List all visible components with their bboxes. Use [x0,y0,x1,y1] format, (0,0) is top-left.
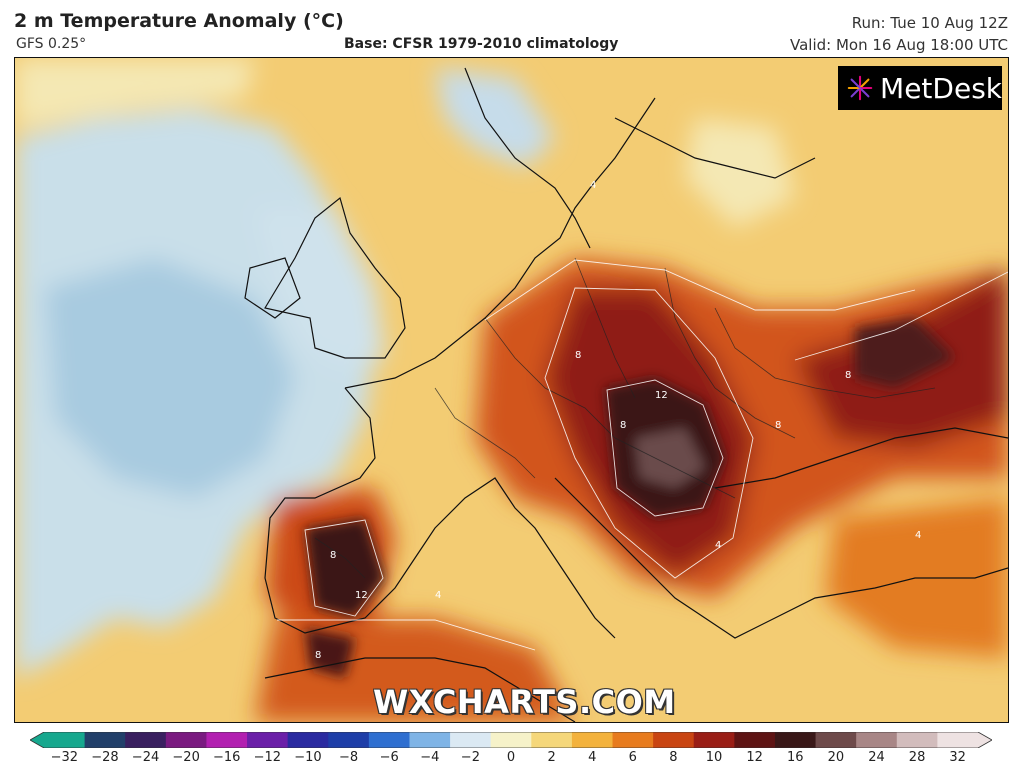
base-climatology-label: Base: CFSR 1979-2010 climatology [344,36,619,52]
colorbar-tick-label: 0 [506,750,516,765]
colorbar-segment [856,732,898,748]
iberia-hotspot [305,518,385,618]
contour-label: 4 [715,540,721,551]
colorbar-tick-label: 20 [827,750,845,765]
contour-label: 8 [775,420,781,431]
colorbar-tick-label: 32 [949,750,966,765]
valid-time-label: Valid: Mon 16 Aug 18:00 UTC [789,36,1008,54]
colorbar-segment [571,732,614,748]
colorbar-min-arrow [30,732,44,748]
contour-label: 8 [315,650,321,661]
colorbar-segment [287,732,329,748]
colorbar-segment [612,732,654,748]
colorbar-tick-label: −6 [379,750,399,765]
contour-label: 12 [655,390,668,401]
wxcharts-watermark: WXCHARTS.COM [373,683,676,721]
colorbar-segment [328,732,370,748]
colorbar-tick-label: −32 [50,750,79,765]
colorbar-segment [734,732,776,748]
colorbar-tick-label: 4 [588,750,597,765]
chart-title: 2 m Temperature Anomaly (°C) [14,10,344,32]
colorbar-segment [84,732,126,748]
map-canvas: 12 8 8 8 8 8 12 4 4 4 4 8 [15,58,1008,722]
contour-label: 4 [435,590,441,601]
colorbar-tick-label: −12 [253,750,282,765]
contour-label: 4 [915,530,921,541]
colorbar-segment [247,732,289,748]
colorbar-segment [409,732,451,748]
britain-cool-anomaly [255,208,385,368]
colorbar-segment [774,732,817,748]
contour-label-group: 12 8 8 8 8 8 12 4 4 4 4 8 [315,180,921,661]
contour-label: 8 [330,550,336,561]
contour-label: 4 [590,180,596,191]
metdesk-burst-icon [847,75,873,101]
colorbar-segment [531,732,573,748]
colorbar-max-arrow [978,732,992,748]
contour-lines [277,259,1008,651]
colorbar-ticks: −32 −28 −24 −20 −16 −12 −10 −8 −6 −4 −2 0 2 4 6 8 10 12 16… [0,750,1024,770]
colorbar-tick-label: −2 [460,750,480,765]
country-borders [314,257,936,579]
contour-label: 12 [355,590,368,601]
colorbar-tick-label: 2 [547,750,556,765]
anomaly-map[interactable]: 12 8 8 8 8 8 12 4 4 4 4 8 [14,57,1009,723]
colorbar-segment [693,732,735,748]
colorbar-segment [937,732,979,748]
colorbar-tick-label: −24 [131,750,160,765]
colorbar-tick-label: 24 [868,750,885,765]
colorbar-segment [653,732,695,748]
colorbar-segment [815,732,857,748]
contour-label: 8 [620,420,626,431]
colorbar-segment [896,732,938,748]
colorbar-tick-label: 6 [628,750,637,765]
colorbar-tick-label: 16 [786,750,804,765]
run-label: Run: Tue 10 Aug 12Z [851,14,1008,32]
coastlines [244,67,1008,722]
metdesk-logo-text: MetDesk [880,71,1002,105]
colorbar-tick-label: −8 [338,750,359,765]
colorbar [30,732,992,748]
contour-label: 8 [575,350,581,361]
colorbar-tick-label: 8 [669,750,678,765]
contour-label: 8 [845,370,851,381]
colorbar-segment [125,732,167,748]
model-label: GFS 0.25° [16,36,87,52]
colorbar-segment [490,732,532,748]
colorbar-tick-label: 28 [908,750,926,765]
colorbar-tick-label: 12 [746,750,763,765]
colorbar-tick-label: 10 [705,750,723,765]
colorbar-segment [165,732,207,748]
colorbar-tick-label: −16 [213,750,241,765]
metdesk-logo: MetDesk [838,66,1002,110]
colorbar-segment [450,732,492,748]
colorbar-tick-label: −10 [294,750,322,765]
colorbar-segment [368,732,410,748]
colorbar-tick-label: −20 [172,750,200,765]
colorbar-tick-label: −28 [91,750,119,765]
colorbar-tick-label: −4 [420,750,440,765]
colorbar-segment [206,732,248,748]
colorbar-segment [44,732,86,748]
